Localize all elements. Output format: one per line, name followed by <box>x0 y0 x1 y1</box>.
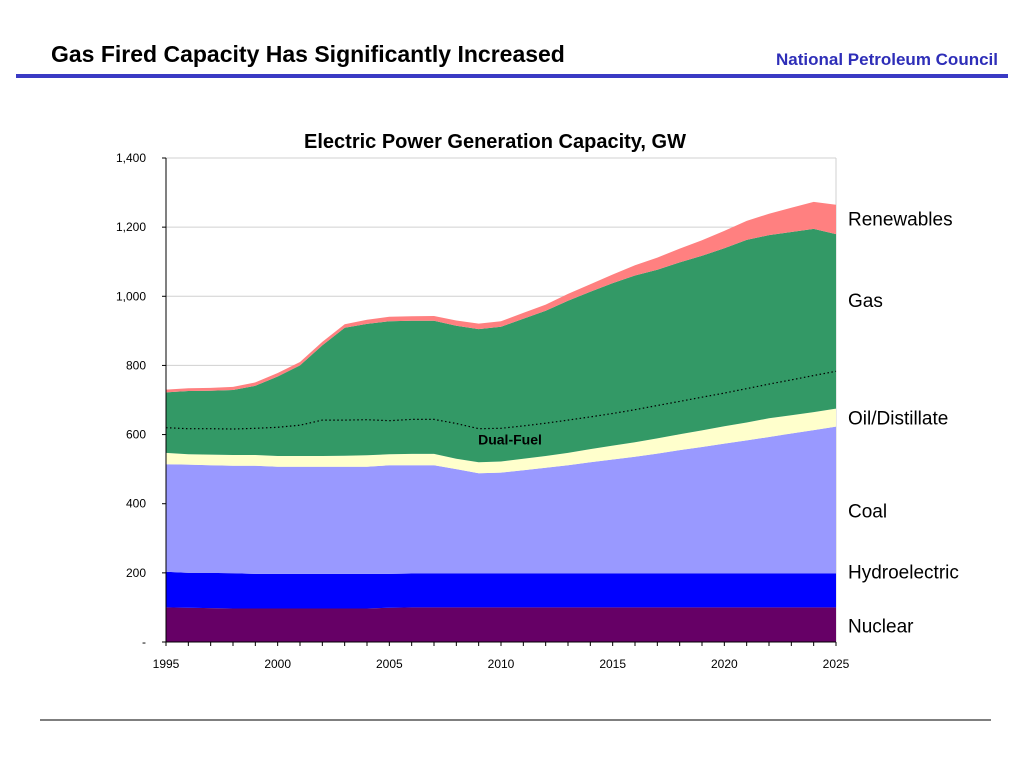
series-label-coal: Coal <box>848 502 887 523</box>
area-nuclear <box>166 607 836 642</box>
organization-name: National Petroleum Council <box>776 50 998 69</box>
x-tick-label: 1995 <box>153 657 180 671</box>
y-tick-label: 200 <box>126 566 146 580</box>
y-tick-label: 1,200 <box>116 220 146 234</box>
area-gas <box>166 228 836 463</box>
area-oil-distillate <box>166 408 836 474</box>
series-label-oil-distillate: Oil/Distillate <box>848 409 948 430</box>
x-tick-label: 2010 <box>488 657 515 671</box>
area-hydroelectric <box>166 571 836 609</box>
y-tick-label: 800 <box>126 358 146 372</box>
series-labels: Dual-Fuel Nuclear Hydroelectric Coal Oil/Dis… <box>478 210 959 638</box>
x-tick-label: 2015 <box>599 657 626 671</box>
series-label-hydroelectric: Hydroelectric <box>848 563 959 584</box>
x-tick-label: 2020 <box>711 657 738 671</box>
x-tick-label: 2025 <box>823 657 850 671</box>
axes: - 200 400 600 800 1,000 1,200 1,400 1995 2000 2005… <box>116 151 850 671</box>
chart-title: Electric Power Generation Capacity, GW <box>304 131 686 153</box>
header-divider <box>16 74 1008 78</box>
area-coal <box>166 426 836 574</box>
series-label-gas: Gas <box>848 291 883 312</box>
x-tick-label: 2000 <box>264 657 291 671</box>
y-tick-label: 400 <box>126 497 146 511</box>
dual-fuel-line <box>165 370 837 430</box>
footer-divider <box>40 719 991 721</box>
series-label-renewables: Renewables <box>848 210 953 231</box>
y-tick-label: 1,000 <box>116 289 146 303</box>
area-series <box>165 201 837 642</box>
y-tick-label: 600 <box>126 428 146 442</box>
y-tick-label: - <box>142 635 146 649</box>
dual-fuel-label: Dual-Fuel <box>478 431 542 447</box>
y-tick-label: 1,400 <box>116 151 146 165</box>
area-renewables <box>166 201 836 393</box>
series-label-nuclear: Nuclear <box>848 616 914 637</box>
x-tick-label: 2005 <box>376 657 403 671</box>
page-title: Gas Fired Capacity Has Significantly Inc… <box>51 41 565 67</box>
